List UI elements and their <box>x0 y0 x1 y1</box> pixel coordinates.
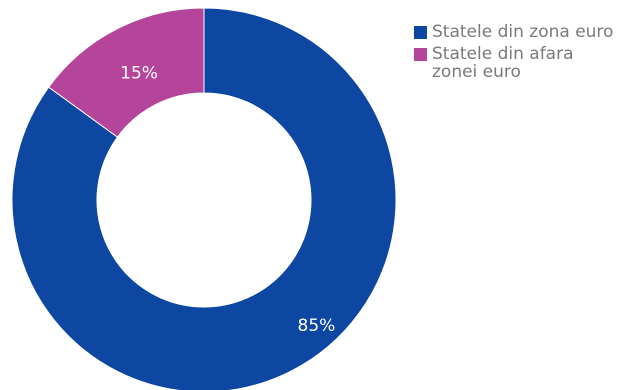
slice-non-euro-area <box>47 7 205 138</box>
legend-label-euro-area: Statele din zona euro <box>432 22 614 42</box>
slice-label-euro-area: 85% <box>298 316 336 336</box>
legend-item-euro-area: Statele din zona euro <box>414 23 642 41</box>
slice-euro-area <box>11 7 397 390</box>
legend-label-non-euro-area: Statele din afara zonei euro <box>432 44 574 82</box>
legend-swatch-euro-area <box>414 26 427 39</box>
legend: Statele din zona euro Statele din afara … <box>414 23 642 85</box>
legend-item-non-euro-area: Statele din afara zonei euro <box>414 45 642 81</box>
legend-swatch-non-euro-area <box>414 48 427 61</box>
slice-label-non-euro-area: 15% <box>120 64 158 84</box>
